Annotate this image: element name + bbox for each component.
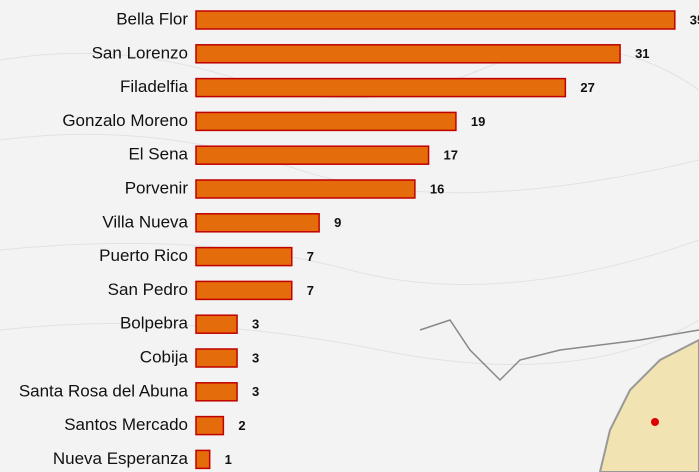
value-label: 35: [690, 12, 699, 27]
category-label: Bolpebra: [120, 314, 189, 333]
value-label: 19: [471, 114, 485, 129]
bar: [196, 214, 319, 232]
bar: [196, 315, 237, 333]
bar: [196, 450, 210, 468]
value-label: 1: [225, 452, 232, 467]
value-label: 31: [635, 46, 649, 61]
category-label: Santa Rosa del Abuna: [19, 381, 189, 400]
value-label: 17: [444, 148, 458, 163]
category-label: Puerto Rico: [99, 246, 188, 265]
bar: [196, 383, 237, 401]
category-label: San Pedro: [108, 280, 188, 299]
category-label: Bella Flor: [116, 9, 188, 28]
map-point: [651, 418, 659, 426]
value-label: 9: [334, 215, 341, 230]
category-label: Villa Nueva: [102, 212, 188, 231]
category-label: Porvenir: [125, 178, 189, 197]
bar: [196, 349, 237, 367]
value-label: 3: [252, 317, 259, 332]
chart: Bella Flor35San Lorenzo31Filadelfia27Gon…: [0, 0, 699, 472]
bar: [196, 11, 675, 29]
value-label: 16: [430, 181, 444, 196]
bar: [196, 112, 456, 130]
value-label: 27: [580, 80, 594, 95]
category-label: Santos Mercado: [64, 415, 188, 434]
value-label: 2: [238, 418, 245, 433]
category-label: El Sena: [128, 145, 188, 164]
bar: [196, 180, 415, 198]
bar: [196, 79, 565, 97]
map-background: [0, 0, 699, 472]
value-label: 7: [307, 283, 314, 298]
value-label: 3: [252, 350, 259, 365]
value-label: 7: [307, 249, 314, 264]
category-label: Gonzalo Moreno: [62, 111, 188, 130]
bar: [196, 146, 429, 164]
value-label: 3: [252, 384, 259, 399]
category-label: Nueva Esperanza: [53, 449, 189, 468]
category-label: Filadelfia: [120, 77, 189, 96]
bar: [196, 281, 292, 299]
category-label: Cobija: [140, 347, 189, 366]
bar: [196, 417, 223, 435]
bar: [196, 248, 292, 266]
category-label: San Lorenzo: [92, 43, 188, 62]
bar: [196, 45, 620, 63]
